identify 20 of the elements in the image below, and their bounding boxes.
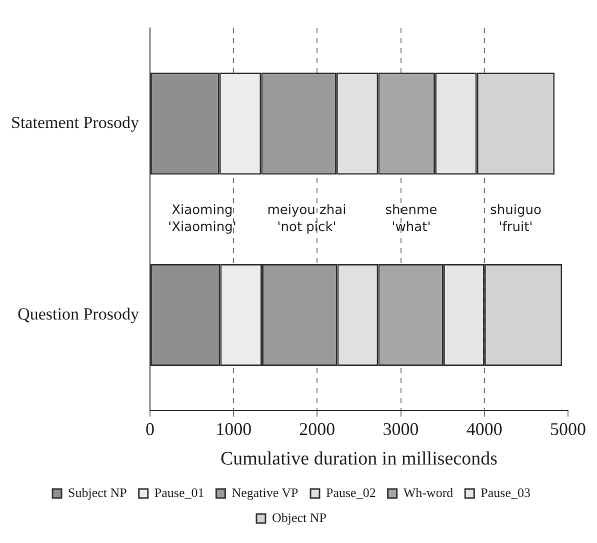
x-tick-label: 5000 (550, 419, 586, 440)
annotation: meiyou zhai 'not pick' (267, 203, 346, 236)
annotation: shenme 'what' (385, 203, 438, 236)
legend-label: Object NP (272, 510, 327, 525)
legend-label: Pause_01 (154, 484, 204, 500)
x-tick-label: 0 (145, 419, 154, 440)
x-axis-title: Cumulative duration in milliseconds (220, 448, 498, 470)
legend-label: Negative VP (232, 484, 298, 500)
legend-label: Pause_02 (326, 484, 376, 500)
x-tick-label: 4000 (466, 419, 502, 440)
x-tick-label: 2000 (299, 419, 336, 440)
y-tick-label: Statement Prosody (10, 113, 140, 132)
y-tick-label: Question Prosody (18, 304, 140, 324)
legend-label: Subject NP (68, 484, 127, 500)
annotation: Xiaoming 'Xiaoming' (168, 203, 236, 236)
annotation: shuiguo 'fruit' (490, 203, 542, 236)
legend-label: Wh-word (403, 484, 454, 500)
x-tick-label: 1000 (216, 419, 252, 440)
legend-label: Pause_03 (480, 484, 530, 500)
x-tick-label: 3000 (382, 419, 419, 440)
